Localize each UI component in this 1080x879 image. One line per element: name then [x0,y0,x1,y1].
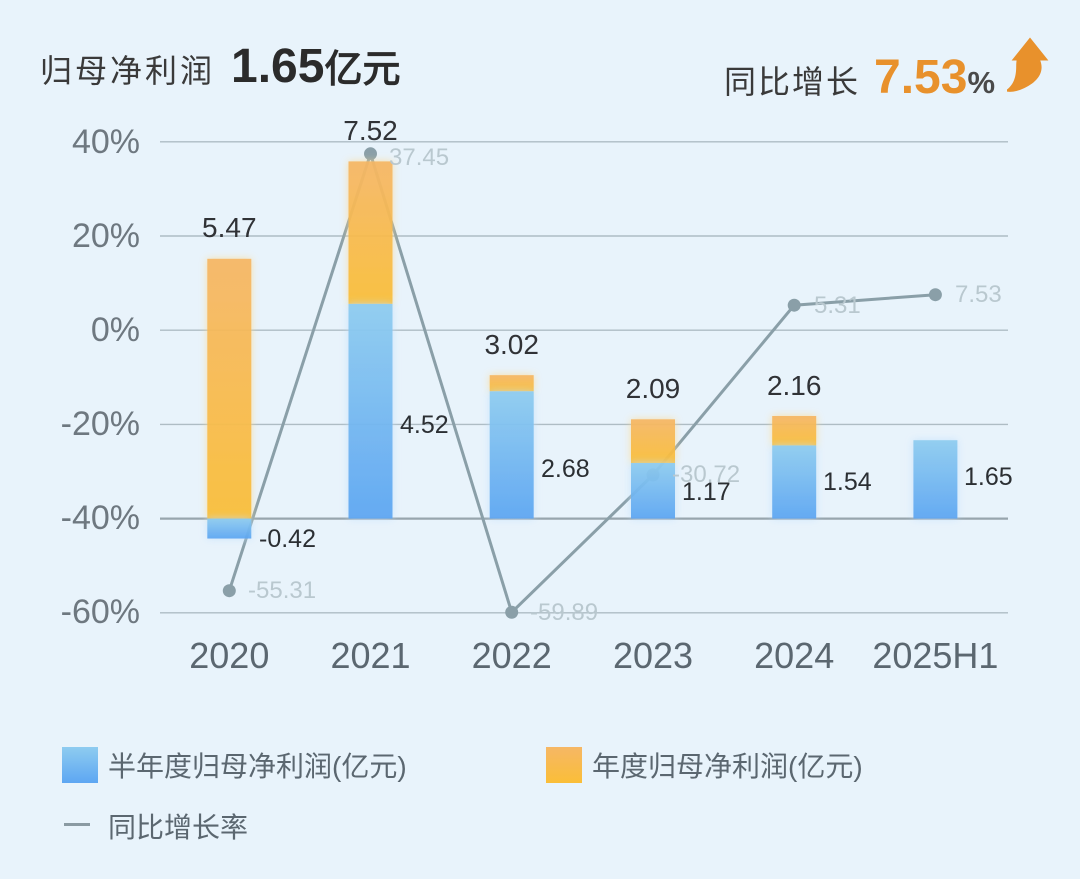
svg-text:7.52: 7.52 [343,115,398,146]
svg-text:37.45: 37.45 [389,144,449,171]
svg-text:2.16: 2.16 [767,370,822,401]
svg-text:5.47: 5.47 [202,212,257,243]
svg-text:2025H1: 2025H1 [872,635,998,676]
svg-text:2021: 2021 [330,635,410,676]
svg-text:2023: 2023 [613,635,693,676]
svg-text:7.53: 7.53 [955,281,1002,308]
svg-text:1.65: 1.65 [964,463,1013,491]
svg-text:5.31: 5.31 [814,292,861,319]
svg-text:-40%: -40% [61,499,140,537]
svg-text:3.02: 3.02 [484,329,539,360]
svg-text:-20%: -20% [61,405,140,443]
svg-text:-30.72: -30.72 [672,461,740,488]
svg-text:-55.31: -55.31 [248,577,316,604]
svg-text:40%: 40% [72,123,140,161]
svg-text:-0.42: -0.42 [259,525,316,553]
svg-text:-59.89: -59.89 [530,599,598,626]
svg-text:-60%: -60% [61,593,140,631]
svg-text:2022: 2022 [472,635,552,676]
svg-text:1.54: 1.54 [823,468,872,496]
svg-text:2024: 2024 [754,635,834,676]
svg-text:2020: 2020 [189,635,269,676]
svg-text:4.52: 4.52 [400,411,449,439]
svg-text:20%: 20% [72,217,140,255]
svg-text:0%: 0% [91,311,140,349]
svg-text:2.09: 2.09 [626,373,681,404]
svg-text:2.68: 2.68 [541,455,590,483]
